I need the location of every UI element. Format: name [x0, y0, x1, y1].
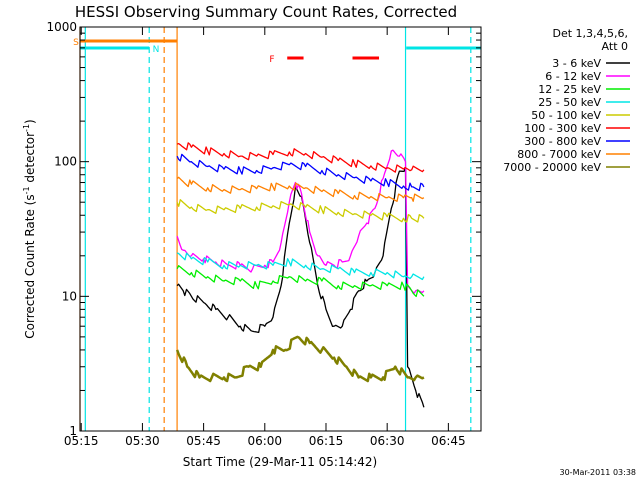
- legend-entry-label-2: 12 - 25 keV: [538, 83, 601, 96]
- y-tick-label-0: 1: [69, 424, 77, 438]
- series-line-4: [176, 199, 425, 223]
- series-line-7: [176, 176, 425, 202]
- legend-entry-label-1: 6 - 12 keV: [545, 70, 601, 83]
- x-tick-label-4: 06:15: [309, 434, 344, 448]
- x-axis-label: Start Time (29-Mar-11 05:14:42): [183, 455, 377, 469]
- x-tick-label-5: 06:30: [370, 434, 405, 448]
- x-tick-label-2: 05:45: [186, 434, 221, 448]
- y-axis: 1 10 100 1000: [46, 20, 481, 438]
- x-tick-label-6: 06:45: [431, 434, 466, 448]
- y-tick-label-3: 1000: [46, 20, 77, 34]
- footer-timestamp: 30-Mar-2011 03:38: [560, 468, 637, 477]
- x-tick-label-3: 06:00: [247, 434, 282, 448]
- series-line-6: [176, 153, 425, 192]
- series-line-1: [176, 149, 425, 294]
- y-axis-label-tail: ): [23, 119, 37, 124]
- legend-entry-label-3: 25 - 50 keV: [538, 96, 601, 109]
- legend-entry-label-0: 3 - 6 keV: [552, 57, 601, 70]
- y-axis-label-exp1: -1: [22, 186, 31, 194]
- y-axis-label: Corrected Count Rate (s-1 detector-1): [22, 119, 37, 338]
- flag-label-S: S: [73, 38, 79, 48]
- x-axis: 05:15 05:30 05:45 06:00 06:15 06:30 06:45: [64, 27, 466, 448]
- y-tick-label-1: 10: [62, 289, 77, 303]
- legend-header-0: Det 1,3,4,5,6,: [552, 27, 628, 40]
- flag-label-F: F: [269, 55, 274, 65]
- series-line-0: [176, 167, 425, 408]
- legend-header-1: Att 0: [602, 40, 628, 53]
- y-axis-label-mid: detector: [23, 132, 37, 187]
- y-axis-label-exp2: -1: [22, 124, 31, 132]
- y-axis-label-main: Corrected Count Rate (s: [23, 194, 37, 338]
- x-tick-label-0: 05:15: [64, 434, 99, 448]
- y-tick-label-2: 100: [54, 155, 77, 169]
- plot-frame: [79, 26, 482, 432]
- chart-title: HESSI Observing Summary Count Rates, Cor…: [75, 3, 457, 21]
- x-tick-label-1: 05:30: [125, 434, 160, 448]
- legend-entry-label-4: 50 - 100 keV: [531, 109, 601, 122]
- series-line-2: [176, 265, 425, 298]
- plot-area: S N F: [73, 27, 481, 431]
- legend-entry-label-7: 800 - 7000 keV: [517, 148, 601, 161]
- series-line-5: [176, 142, 425, 173]
- legend-entry-label-6: 300 - 800 keV: [524, 135, 601, 148]
- legend-entry-label-8: 7000 - 20000 keV: [503, 161, 601, 174]
- series-line-8: [175, 335, 425, 383]
- series-line-3: [176, 252, 425, 281]
- legend-entry-label-5: 100 - 300 keV: [524, 122, 601, 135]
- flag-label-N: N: [153, 45, 160, 55]
